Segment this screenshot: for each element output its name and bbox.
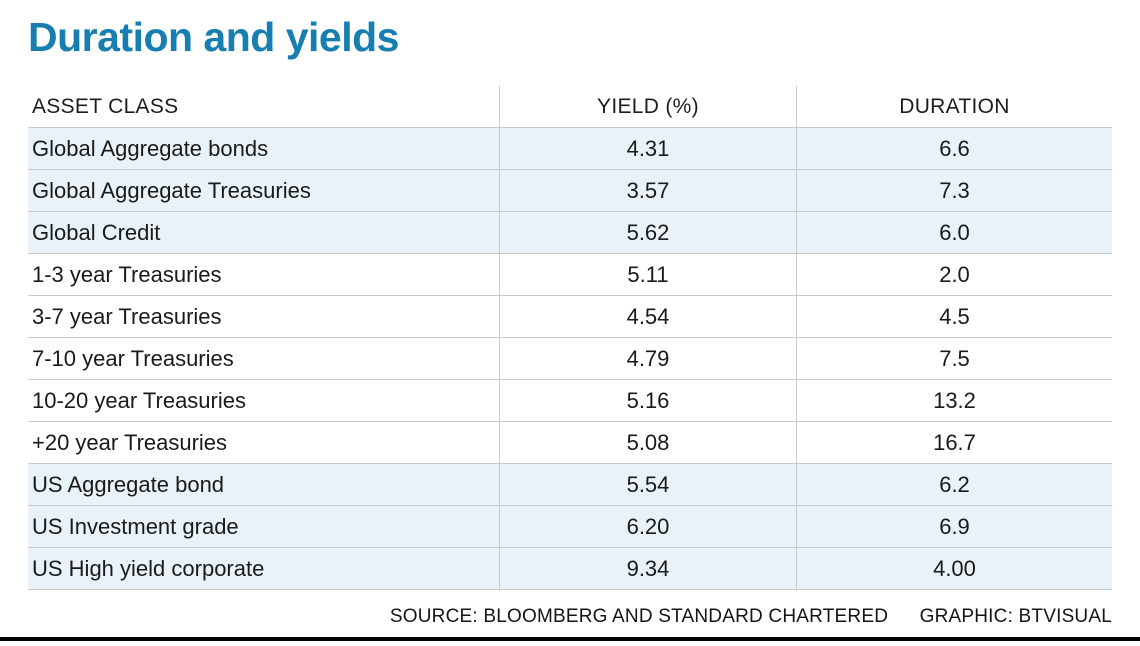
cell-duration: 16.7 (933, 429, 976, 455)
table-row: 1-3 year Treasuries 5.11 2.0 (28, 254, 1112, 296)
cell-duration: 2.0 (939, 261, 970, 287)
table-body: Global Aggregate bonds 4.31 6.6 Global Aggr… (28, 128, 1112, 590)
cell-asset: Global Aggregate bonds (28, 128, 500, 169)
table-row: Global Aggregate bonds 4.31 6.6 (28, 128, 1112, 170)
table-row: Global Aggregate Treasuries 3.57 7.3 (28, 170, 1112, 212)
table-header-row: ASSET CLASS YIELD (%) DURATION (28, 86, 1112, 128)
cell-yield: 9.34 (500, 548, 797, 589)
table-row: +20 year Treasuries 5.08 16.7 (28, 422, 1112, 464)
cell-yield: 4.54 (500, 296, 797, 337)
cell-asset: Global Aggregate Treasuries (28, 170, 500, 211)
table-row: US Aggregate bond 5.54 6.2 (28, 464, 1112, 506)
table-row: US Investment grade 6.20 6.9 (28, 506, 1112, 548)
cell-duration: 6.6 (939, 135, 970, 161)
cell-yield: 5.11 (500, 254, 797, 295)
table-row: Global Credit 5.62 6.0 (28, 212, 1112, 254)
cell-yield: 5.62 (500, 212, 797, 253)
page-title: Duration and yields (28, 14, 399, 60)
table-row: 7-10 year Treasuries 4.79 7.5 (28, 338, 1112, 380)
source-credit: SOURCE: BLOOMBERG AND STANDARD CHARTERED (389, 606, 889, 627)
cell-asset: 7-10 year Treasuries (28, 338, 500, 379)
graphic-credit: GRAPHIC: BTVISUAL (919, 606, 1112, 627)
table-row: 10-20 year Treasuries 5.16 13.2 (28, 380, 1112, 422)
cell-duration: 6.0 (939, 219, 970, 245)
column-header-yield: YIELD (%) (500, 86, 797, 127)
data-table: ASSET CLASS YIELD (%) DURATION Global Ag… (28, 86, 1112, 590)
cell-asset: Global Credit (28, 212, 500, 253)
cell-duration: 6.2 (939, 471, 970, 497)
cell-yield: 3.57 (500, 170, 797, 211)
cell-asset: US Aggregate bond (28, 464, 500, 505)
cell-yield: 6.20 (500, 506, 797, 547)
cell-duration: 13.2 (933, 387, 976, 413)
cell-duration: 6.9 (939, 513, 970, 539)
cell-asset: +20 year Treasuries (28, 422, 500, 463)
table-row: 3-7 year Treasuries 4.54 4.5 (28, 296, 1112, 338)
cell-duration: 4.5 (939, 303, 970, 329)
cell-asset: 1-3 year Treasuries (28, 254, 500, 295)
column-header-duration: DURATION (899, 94, 1010, 118)
cell-yield: 4.31 (500, 128, 797, 169)
bottom-rule (0, 637, 1140, 641)
cell-asset: US High yield corporate (28, 548, 500, 589)
cell-asset: 3-7 year Treasuries (28, 296, 500, 337)
cell-asset: US Investment grade (28, 506, 500, 547)
cell-yield: 5.16 (500, 380, 797, 421)
table-row: US High yield corporate 9.34 4.00 (28, 548, 1112, 590)
cell-duration: 4.00 (933, 555, 976, 581)
cell-asset: 10-20 year Treasuries (28, 380, 500, 421)
cell-yield: 5.08 (500, 422, 797, 463)
column-header-asset-class: ASSET CLASS (28, 86, 500, 127)
cell-duration: 7.3 (939, 177, 970, 203)
cell-yield: 5.54 (500, 464, 797, 505)
cell-duration: 7.5 (939, 345, 970, 371)
footer: SOURCE: BLOOMBERG AND STANDARD CHARTERED… (390, 606, 1112, 628)
cell-yield: 4.79 (500, 338, 797, 379)
